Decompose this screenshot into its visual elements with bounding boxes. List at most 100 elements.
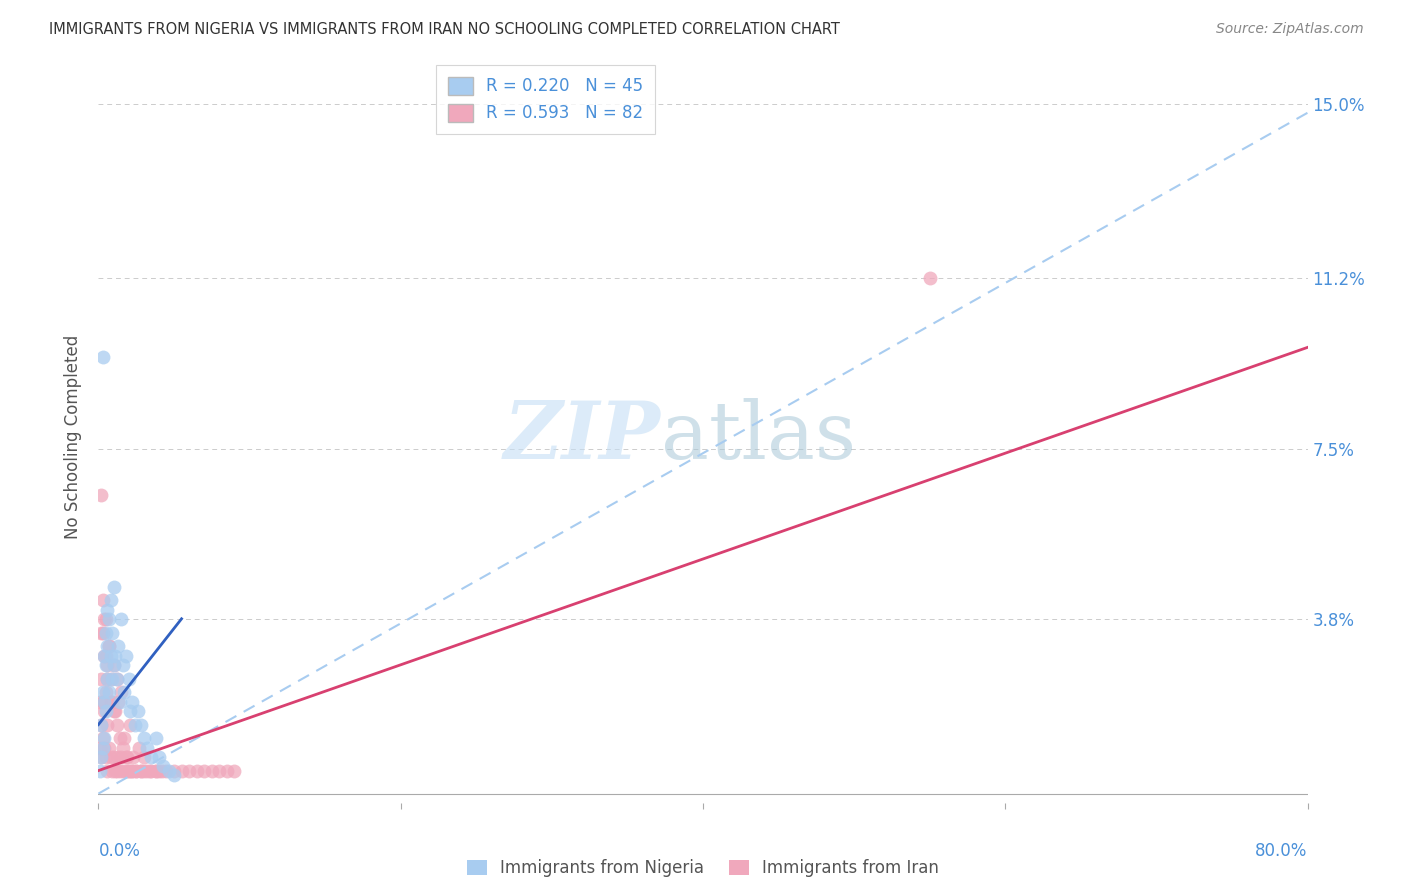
Point <box>101 672 124 686</box>
Point <box>121 764 143 778</box>
Point <box>114 648 136 663</box>
Point <box>91 731 114 746</box>
Point <box>101 764 124 778</box>
Point <box>91 695 114 709</box>
Point <box>159 764 181 778</box>
Point <box>94 612 117 626</box>
Point <box>201 764 224 778</box>
Text: 0.0%: 0.0% <box>98 842 141 860</box>
Point <box>93 612 115 626</box>
Point <box>89 740 111 755</box>
Point <box>125 764 148 778</box>
Point <box>90 717 112 731</box>
Point <box>103 749 125 764</box>
Point <box>111 764 134 778</box>
Point <box>93 648 115 663</box>
Point <box>110 612 132 626</box>
Point <box>118 672 141 686</box>
Point <box>101 695 124 709</box>
Point <box>105 764 128 778</box>
Point <box>90 625 112 640</box>
Point <box>145 764 167 778</box>
Point <box>145 764 167 778</box>
Point <box>100 695 122 709</box>
Point <box>125 764 148 778</box>
Point <box>120 704 142 718</box>
Point <box>152 759 174 773</box>
Point <box>91 685 114 699</box>
Point <box>128 740 150 755</box>
Point <box>118 764 141 778</box>
Text: 80.0%: 80.0% <box>1256 842 1308 860</box>
Point <box>101 625 124 640</box>
Point <box>111 740 134 755</box>
Legend: Immigrants from Nigeria, Immigrants from Iran: Immigrants from Nigeria, Immigrants from… <box>460 853 946 884</box>
Point <box>94 749 117 764</box>
Point <box>918 271 941 285</box>
Point <box>96 672 118 686</box>
Point <box>98 685 121 699</box>
Point <box>93 704 115 718</box>
Point <box>108 764 131 778</box>
Point <box>163 764 186 778</box>
Point <box>98 740 121 755</box>
Point <box>150 764 173 778</box>
Point <box>91 740 114 755</box>
Point <box>112 731 135 746</box>
Text: Source: ZipAtlas.com: Source: ZipAtlas.com <box>1216 22 1364 37</box>
Point <box>91 593 114 607</box>
Point <box>100 672 122 686</box>
Point <box>129 764 152 778</box>
Point <box>89 695 111 709</box>
Point <box>155 764 177 778</box>
Point <box>91 350 114 364</box>
Point <box>90 749 112 764</box>
Point <box>139 764 162 778</box>
Point <box>96 717 118 731</box>
Y-axis label: No Schooling Completed: No Schooling Completed <box>65 335 83 539</box>
Point <box>163 768 186 782</box>
Point <box>132 731 155 746</box>
Point <box>89 764 111 778</box>
Point <box>94 685 117 699</box>
Text: atlas: atlas <box>661 398 856 476</box>
Point <box>90 487 112 501</box>
Point <box>111 657 134 672</box>
Point <box>103 657 125 672</box>
Point <box>110 685 132 699</box>
Point <box>124 717 146 731</box>
Point <box>208 764 231 778</box>
Point <box>93 731 115 746</box>
Point <box>94 704 117 718</box>
Point <box>120 717 142 731</box>
Point <box>104 704 127 718</box>
Point <box>107 749 129 764</box>
Point <box>105 717 128 731</box>
Legend: R = 0.220   N = 45, R = 0.593   N = 82: R = 0.220 N = 45, R = 0.593 N = 82 <box>436 65 655 134</box>
Point <box>122 749 145 764</box>
Text: IMMIGRANTS FROM NIGERIA VS IMMIGRANTS FROM IRAN NO SCHOOLING COMPLETED CORRELATI: IMMIGRANTS FROM NIGERIA VS IMMIGRANTS FR… <box>49 22 841 37</box>
Point <box>141 749 163 764</box>
Point <box>135 764 157 778</box>
Point <box>96 672 118 686</box>
Point <box>105 672 128 686</box>
Point <box>100 648 122 663</box>
Point <box>98 640 121 654</box>
Point <box>141 764 163 778</box>
Point <box>93 695 115 709</box>
Point <box>179 764 201 778</box>
Point <box>170 764 193 778</box>
Point <box>94 648 117 663</box>
Point <box>104 648 127 663</box>
Point <box>108 731 131 746</box>
Point <box>121 764 143 778</box>
Point <box>215 764 238 778</box>
Point <box>186 764 208 778</box>
Text: ZIP: ZIP <box>503 399 661 475</box>
Point <box>100 749 122 764</box>
Point <box>98 640 121 654</box>
Point <box>145 731 167 746</box>
Point <box>108 695 131 709</box>
Point <box>107 640 129 654</box>
Point <box>93 740 115 755</box>
